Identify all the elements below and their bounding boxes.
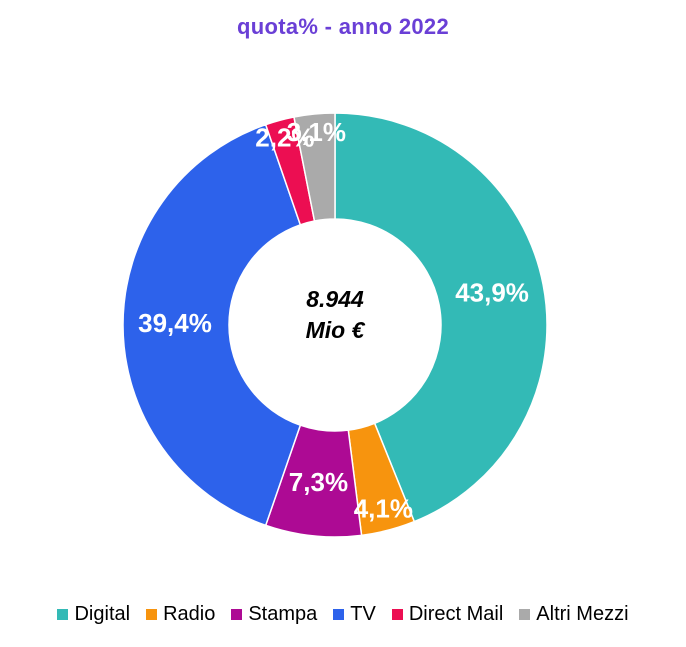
legend-label-digital: Digital	[74, 603, 131, 625]
slice-tv	[122, 123, 302, 527]
chart-title: quota% - anno 2022	[237, 14, 449, 39]
legend-swatch-tv	[333, 609, 345, 620]
legend-swatch-direct-mail	[391, 609, 403, 620]
data-label-digital: 43,9%	[455, 277, 529, 307]
data-label-tv: 39,4%	[138, 308, 212, 338]
center-total-label: 8.944 Mio €	[235, 284, 435, 346]
data-label-altri-mezzi: 3,1%	[287, 117, 346, 147]
legend-item-radio: Radio	[146, 603, 215, 626]
legend-label-altri-mezzi: Altri Mezzi	[536, 603, 629, 625]
legend-label-tv: TV	[350, 603, 376, 625]
legend-swatch-stampa	[231, 609, 243, 620]
legend-swatch-altri-mezzi	[519, 609, 531, 620]
legend-label-radio: Radio	[163, 603, 216, 625]
slice-digital	[334, 112, 548, 523]
legend-swatch-digital	[57, 609, 69, 620]
legend-item-altri-mezzi: Altri Mezzi	[519, 603, 629, 626]
legend-item-stampa: Stampa	[231, 603, 317, 626]
legend-item-tv: TV	[333, 603, 376, 626]
data-label-direct-mail: 2,2%	[255, 123, 314, 153]
center-total-value: 8.944	[306, 286, 364, 312]
legend-item-direct-mail: Direct Mail	[391, 603, 504, 626]
legend-label-direct-mail: Direct Mail	[408, 603, 504, 625]
center-total-unit: Mio €	[305, 317, 365, 343]
slice-altri-mezzi	[293, 112, 336, 222]
legend: Digital Radio Stampa TV Direct Mail Altri Mez…	[0, 603, 686, 626]
legend-swatch-radio	[146, 609, 158, 620]
labels-layer: 43,9% 4,1%7,3% 39,4% 2,2%3,1%	[138, 117, 529, 524]
legend-item-digital: Digital	[57, 603, 130, 626]
slices-layer	[122, 112, 548, 538]
data-label-radio: 4,1%	[354, 494, 413, 524]
data-label-stampa: 7,3%	[289, 467, 348, 497]
legend-label-stampa: Stampa	[248, 603, 318, 625]
